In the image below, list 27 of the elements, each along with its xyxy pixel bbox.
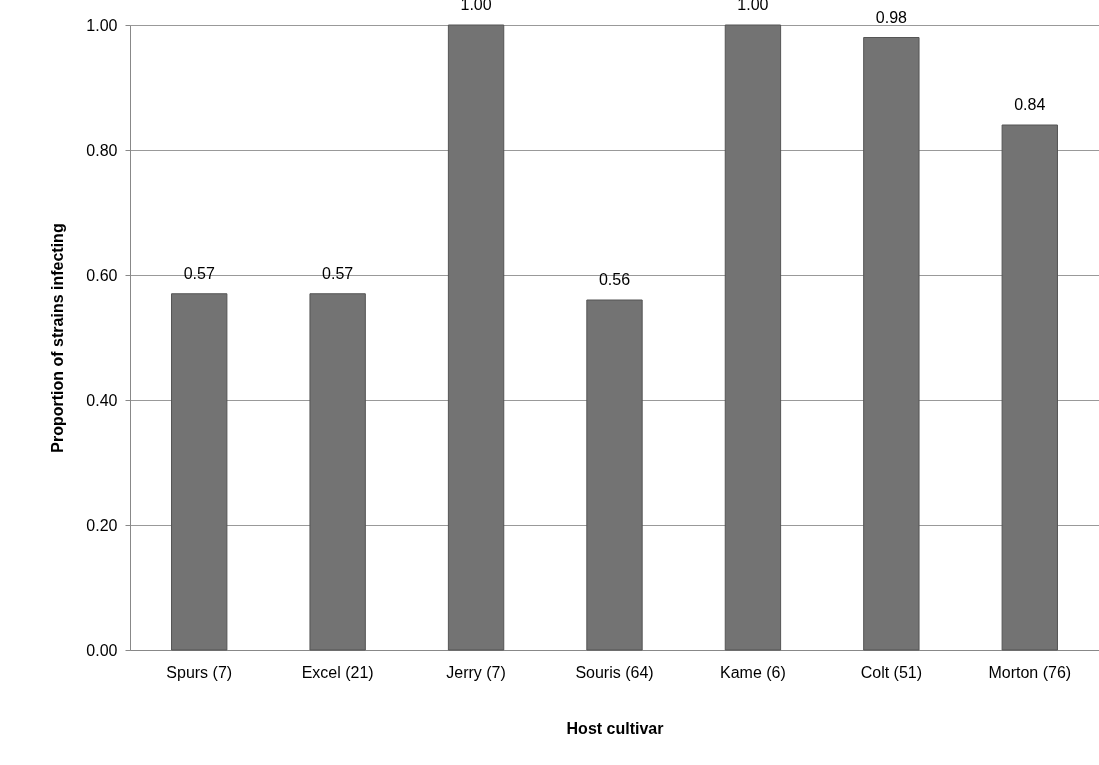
x-axis-title: Host cultivar [566,719,664,737]
data-label: 0.56 [598,271,631,288]
y-tick-label: 0.40 [86,391,118,409]
bar [171,293,228,651]
x-tick-label: Morton (76) [988,663,1072,681]
x-tick-label: Spurs (7) [166,663,233,681]
data-label: 0.57 [322,264,354,282]
y-tick-label: 1.00 [86,16,118,34]
y-tick-label: 0.80 [86,141,118,159]
x-tick-label: Kame (6) [720,663,786,681]
bar [586,299,643,651]
data-label: 0.98 [875,8,908,26]
y-tick-label: 0.00 [86,641,118,659]
bar [447,24,505,651]
y-tick-label: 0.60 [86,266,118,284]
bar [863,37,920,651]
x-tick-label: Colt (51) [860,663,923,681]
data-label: 0.84 [1014,96,1046,113]
bar [309,293,366,651]
x-tick-label: Excel (21) [301,663,374,681]
data-label: 0.57 [183,264,215,282]
bar [1001,124,1058,651]
x-tick-label: Jerry (7) [446,663,506,681]
y-axis-title: Proportion of strains infecting [49,223,67,453]
y-tick-label: 0.20 [86,516,118,534]
bar [724,24,782,651]
x-tick-label: Souris (64) [575,663,654,681]
